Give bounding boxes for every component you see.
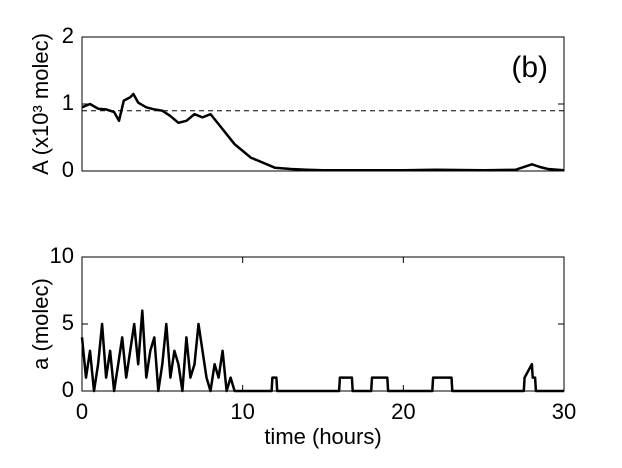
data-line <box>80 309 564 393</box>
y-tick-label: 0 <box>62 157 74 182</box>
x-tick-label: 30 <box>552 399 576 424</box>
y-axis-label: a (molec) <box>28 278 53 370</box>
x-tick-label: 0 <box>76 399 88 424</box>
plot-frame <box>81 36 565 172</box>
annotation: (b) <box>511 51 548 84</box>
y-tick-label: 1 <box>62 90 74 115</box>
data-line <box>81 92 565 172</box>
y-tick-label: 10 <box>50 243 74 268</box>
x-axis-label: time (hours) <box>264 424 381 449</box>
x-tick-label: 20 <box>391 399 415 424</box>
y-tick-label: 0 <box>62 377 74 402</box>
plot-frame <box>81 256 565 392</box>
y-tick-label: 2 <box>62 23 74 48</box>
y-axis-label: A (x10³ molec) <box>28 33 53 175</box>
y-tick-label: 5 <box>62 310 74 335</box>
x-tick-label: 10 <box>230 399 254 424</box>
